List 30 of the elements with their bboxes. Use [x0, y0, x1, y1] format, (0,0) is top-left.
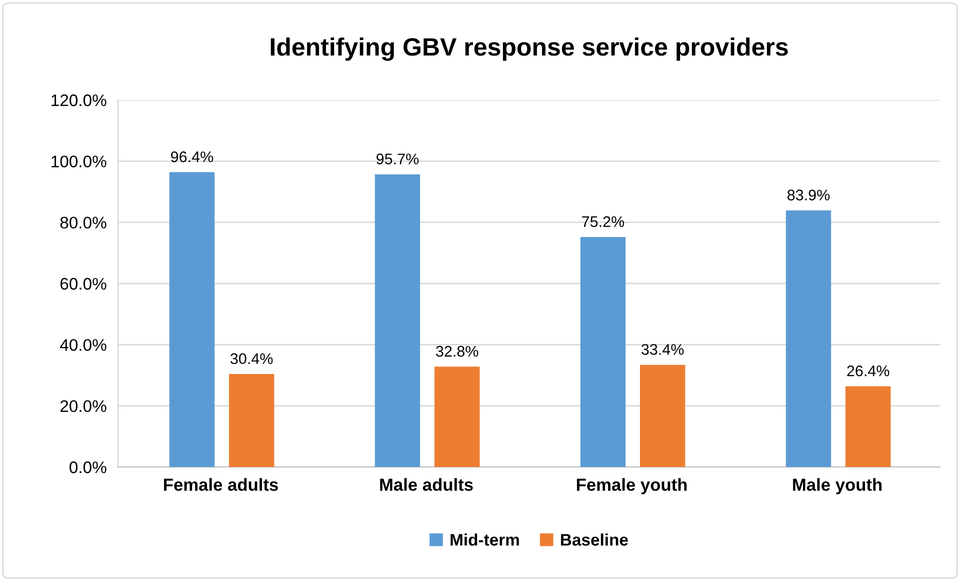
- x-tick-label: Female youth: [576, 478, 687, 494]
- bar: [374, 174, 420, 467]
- x-tick-label: Male adults: [380, 478, 473, 491]
- y-tick-label: 120.0%: [52, 94, 106, 106]
- legend-label: Mid-term: [450, 533, 519, 546]
- data-label: 95.7%: [376, 154, 419, 164]
- chart-title: Identifying GBV response service providers: [270, 37, 788, 61]
- bar: [786, 210, 832, 467]
- y-tick-label: 100.0%: [52, 156, 106, 168]
- data-label: 83.9%: [787, 190, 830, 200]
- bar: [228, 374, 274, 467]
- data-label: 33.4%: [642, 344, 684, 355]
- data-label: 96.4%: [171, 151, 214, 162]
- y-tick-label: 60.0%: [60, 278, 106, 290]
- y-tick-label: 40.0%: [60, 339, 106, 351]
- bar: [169, 172, 215, 467]
- data-label: 75.2%: [582, 216, 624, 228]
- x-tick-label: Male youth: [793, 478, 882, 494]
- y-tick-label: 0.0%: [70, 461, 106, 474]
- data-label: 32.8%: [436, 346, 478, 357]
- bar: [640, 364, 686, 467]
- y-tick-label: 80.0%: [60, 216, 106, 229]
- legend-label: Baseline: [561, 533, 628, 546]
- data-label: 26.4%: [847, 365, 890, 376]
- data-label: 30.4%: [230, 353, 273, 364]
- x-tick-label: Female adults: [164, 478, 278, 491]
- y-tick-label: 20.0%: [60, 400, 106, 412]
- bar: [845, 386, 891, 467]
- bar: [434, 366, 480, 467]
- bar: [580, 237, 626, 467]
